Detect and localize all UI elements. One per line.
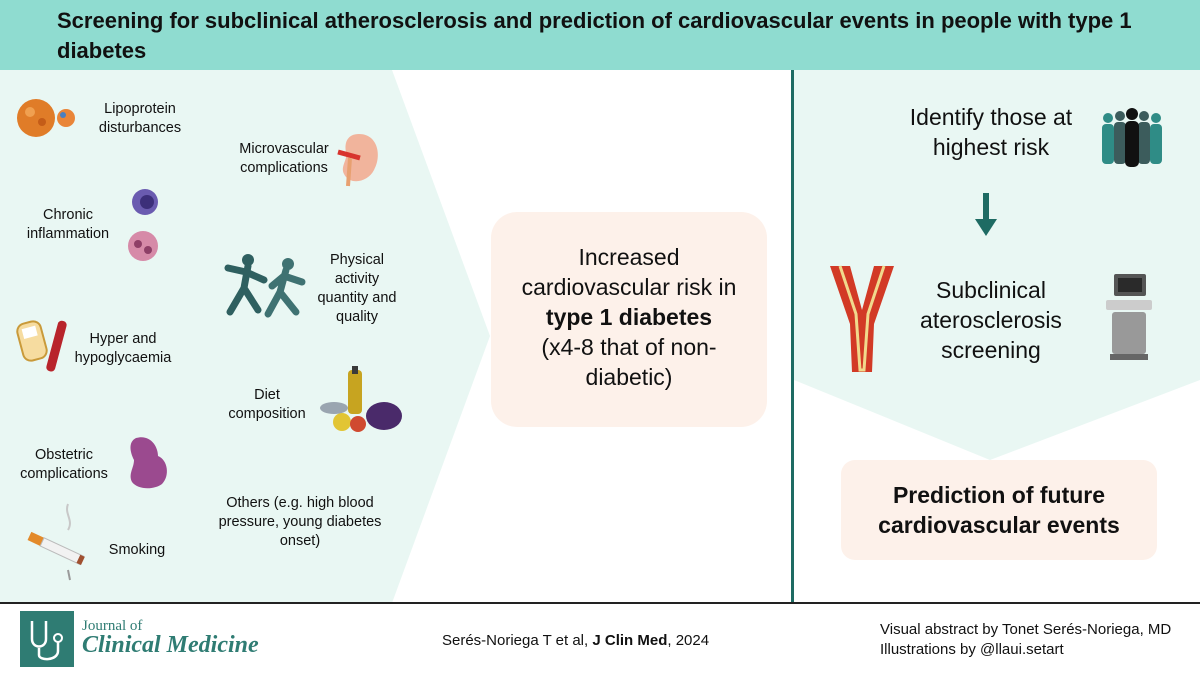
diet-food-icon xyxy=(320,366,402,432)
journal-logo xyxy=(20,611,74,667)
credit-abstract: Visual abstract by Tonet Serés-Noriega, … xyxy=(880,621,1172,638)
credit-illustrations: Illustrations by @llaui.setart xyxy=(880,641,1064,658)
citation: Serés-Noriega T et al, J Clin Med, 2024 xyxy=(442,632,709,649)
risk-summary-line1: Increased cardiovascular risk in xyxy=(521,244,737,300)
identify-risk-text: Identify those at highest risk xyxy=(909,104,1073,160)
smoking-label: Smoking xyxy=(108,542,166,558)
journal-name-text: Clinical Medicine xyxy=(82,632,259,658)
lipoprotein-label: Lipoprotein disturbances xyxy=(98,101,182,136)
microvascular-label: Microvascular complications xyxy=(239,141,329,176)
inflammation-label: Chronic inflammation xyxy=(26,207,110,242)
citation-year: , 2024 xyxy=(667,632,710,649)
citation-journal: J Clin Med xyxy=(592,632,668,649)
glycaemia-label: Hyper and hypoglycaemia xyxy=(74,331,172,366)
lipoprotein-icon xyxy=(17,99,75,137)
screening-text: Subclinical aterosclerosis screening xyxy=(920,277,1062,363)
section-divider xyxy=(791,70,794,603)
inflammation-cells-icon xyxy=(128,189,158,261)
physical-activity-icon xyxy=(224,254,306,318)
citation-authors: Serés-Noriega T et al, xyxy=(442,632,593,649)
cigarette-icon xyxy=(27,503,85,581)
footer-divider xyxy=(0,602,1200,604)
journal-of-text: Journal of xyxy=(82,618,143,634)
others-label: Others (e.g. high blood pressure, young … xyxy=(218,495,382,549)
ultrasound-machine-icon xyxy=(1106,274,1152,360)
right-panel-background xyxy=(794,70,1200,460)
prediction-box: Prediction of future cardiovascular even… xyxy=(841,460,1157,560)
risk-summary-line2: (x4-8 that of non-diabetic) xyxy=(541,334,717,390)
page-title: Screening for subclinical atherosclerosi… xyxy=(57,8,1132,63)
arrow-down-icon xyxy=(975,193,997,236)
obstetric-label: Obstetric complications xyxy=(20,447,108,482)
glucose-meter-icon xyxy=(16,320,67,372)
obstetric-icon xyxy=(130,437,167,489)
artery-icon xyxy=(830,265,894,372)
risk-summary-box: Increased cardiovascular risk in type 1 … xyxy=(491,212,767,427)
diet-label: Diet composition xyxy=(228,387,306,422)
header-banner: Screening for subclinical atherosclerosi… xyxy=(0,0,1200,70)
people-group-icon xyxy=(1102,108,1162,167)
left-panel-background xyxy=(0,70,490,603)
credits: Visual abstract by Tonet Serés-Noriega, … xyxy=(880,620,1171,660)
risk-summary-emphasis: type 1 diabetes xyxy=(545,304,713,330)
physical-activity-label: Physical activity quantity and quality xyxy=(317,252,397,325)
kidney-icon xyxy=(337,134,378,187)
